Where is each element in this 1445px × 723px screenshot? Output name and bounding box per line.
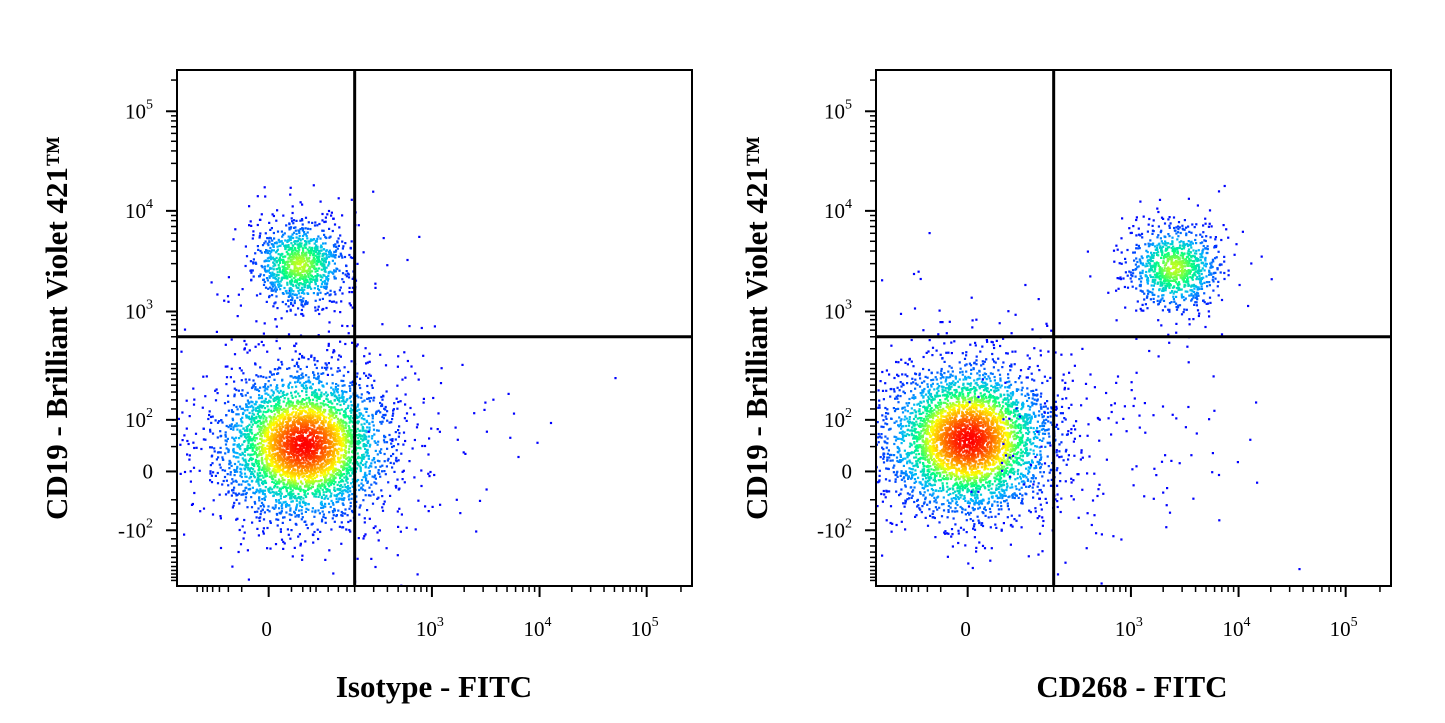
x-axis-title: Isotype - FITC: [336, 669, 532, 704]
x-tick-label: 0: [261, 617, 272, 641]
x-tick-label: 105: [1330, 615, 1358, 641]
population-1: [210, 184, 421, 376]
y-tick-label: -102: [817, 516, 852, 542]
population-0: [177, 237, 512, 586]
y-tick-label: 103: [824, 297, 852, 323]
y-tick-label: 102: [824, 406, 852, 432]
x-tick-label: 104: [1223, 615, 1251, 641]
x-tick-label: 103: [1115, 615, 1143, 641]
plot-frame: [875, 69, 1392, 587]
event-dots: [177, 184, 617, 586]
population-2: [938, 309, 1301, 571]
y-axis-ticks: [865, 79, 876, 582]
event-dots: [876, 184, 1301, 585]
x-tick-label: 103: [416, 615, 444, 641]
y-tick-label: 105: [824, 97, 852, 123]
y-axis-ticks: [166, 79, 177, 582]
x-tick-label: 104: [524, 615, 552, 641]
population-1: [1086, 184, 1273, 364]
y-tick-label: 0: [842, 459, 853, 483]
population-2: [352, 325, 617, 538]
plot-cd268-fitc: 0 103 104 105 -102 0 102 103 104 105 CD268 - FITC C…: [739, 69, 1392, 704]
x-tick-label: 0: [960, 617, 971, 641]
y-axis-title: CD19 - Brilliant Violet 421™: [739, 136, 774, 520]
y-tick-label: 104: [824, 197, 852, 223]
y-tick-label: 105: [125, 97, 153, 123]
plot-isotype-fitc: 0 103 104 105 -102 0 102 103 104 105 Isotype - FIT…: [39, 69, 693, 704]
y-tick-label: 103: [125, 297, 153, 323]
x-axis-ticks: [895, 586, 1381, 597]
y-tick-label: 0: [143, 459, 154, 483]
population-0: [876, 232, 1195, 585]
y-tick-label: 104: [125, 197, 153, 223]
y-tick-label: -102: [118, 516, 153, 542]
x-tick-label: 105: [631, 615, 659, 641]
x-axis-title: CD268 - FITC: [1036, 669, 1227, 704]
y-tick-label: 102: [125, 406, 153, 432]
y-axis-title: CD19 - Brilliant Violet 421™: [39, 136, 74, 520]
plot-frame: [176, 69, 693, 587]
x-axis-ticks: [196, 586, 682, 597]
